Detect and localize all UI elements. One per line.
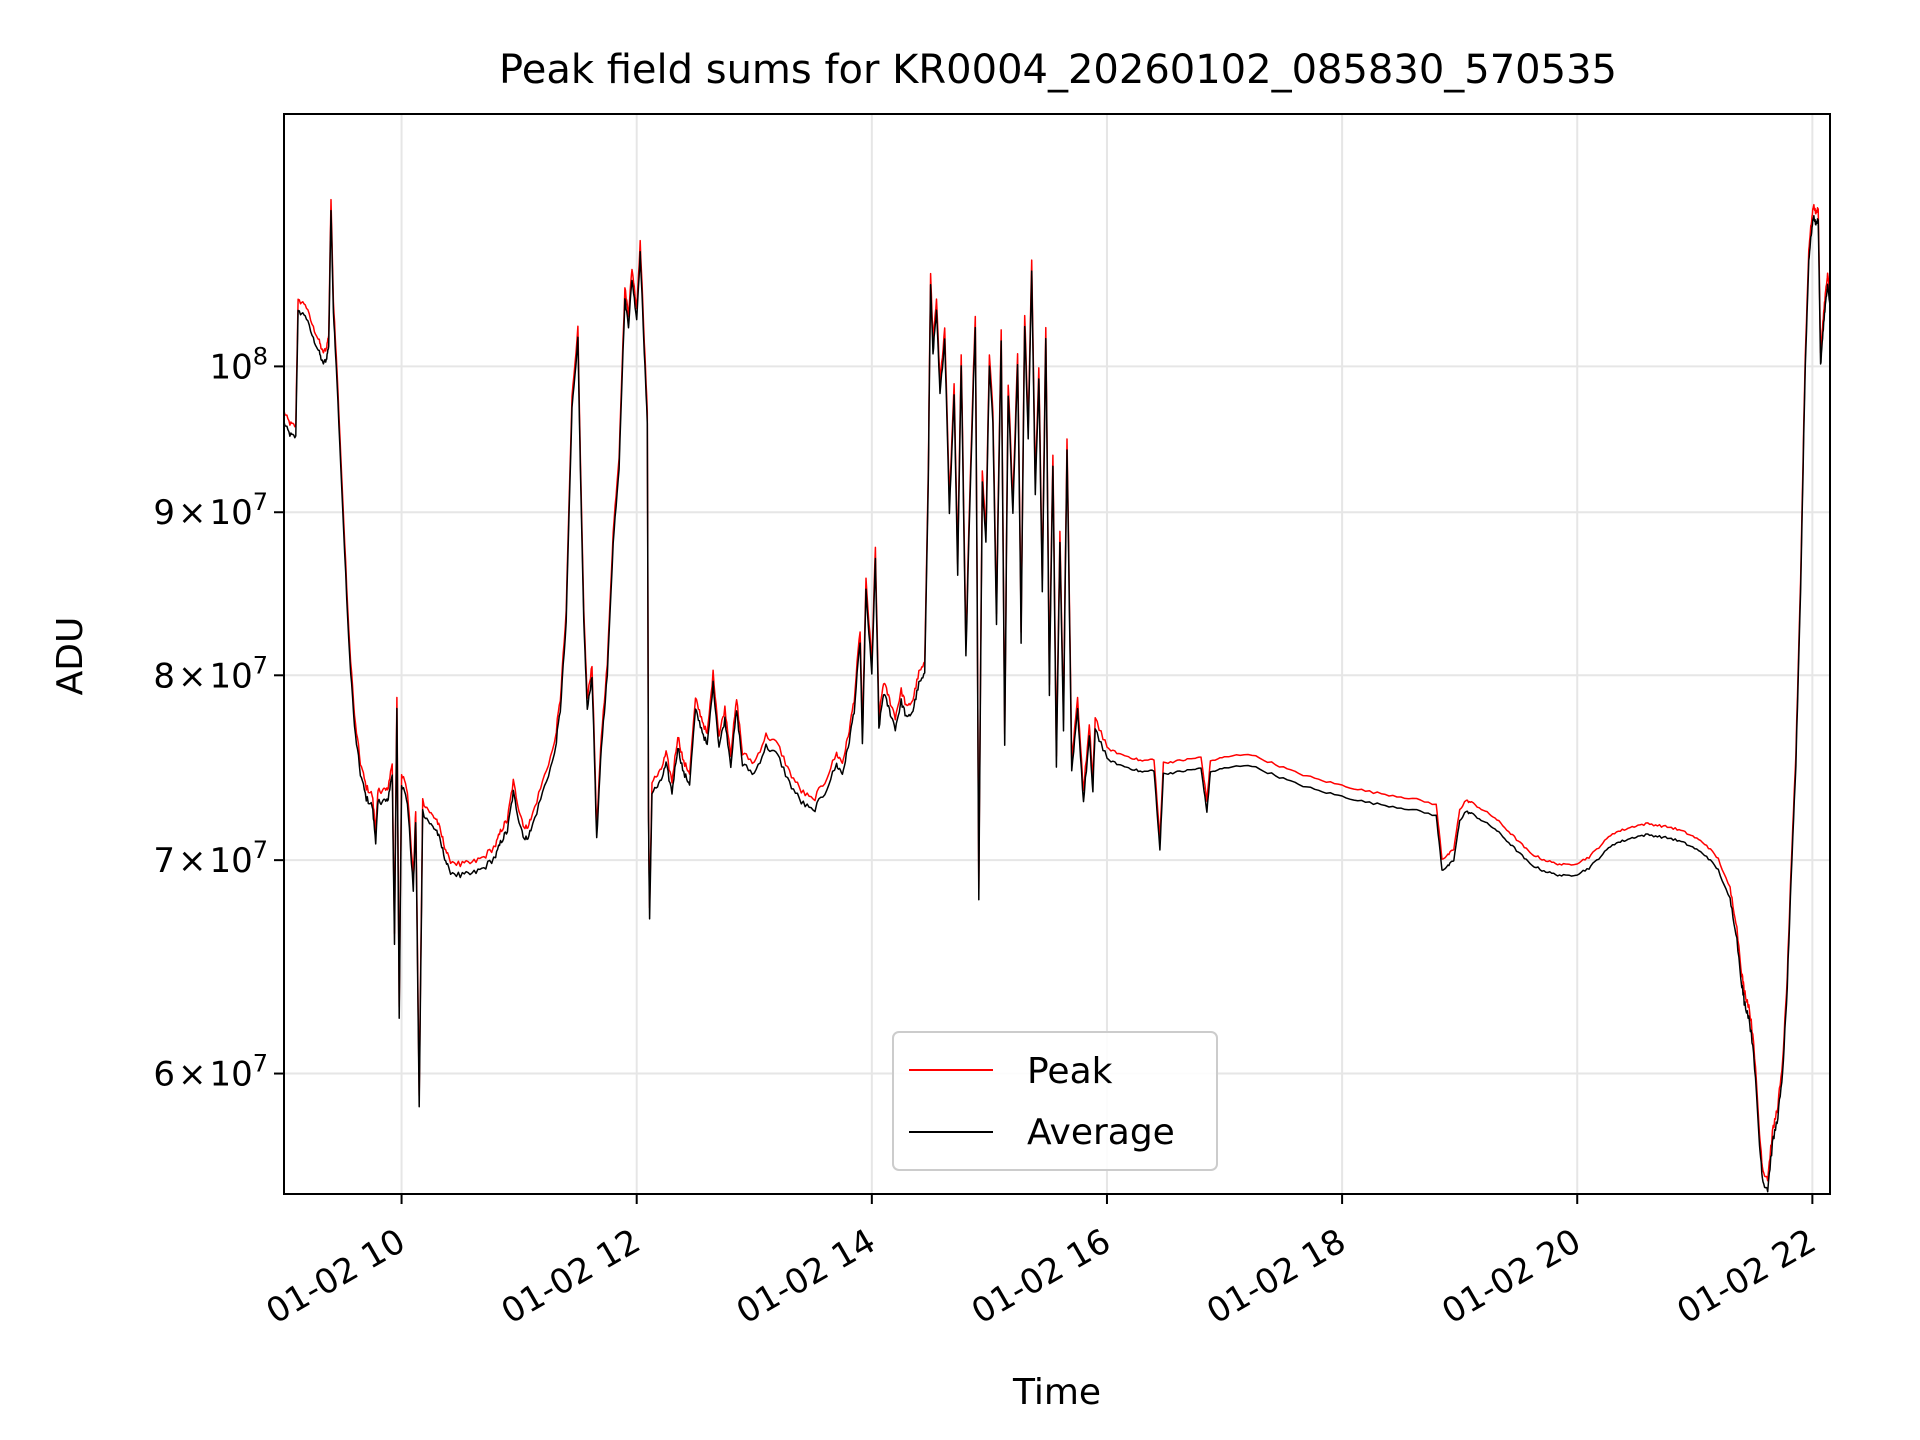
x-axis-label: Time	[1012, 1372, 1101, 1413]
y-tick-label: 7×107	[153, 836, 268, 881]
legend-label-peak: Peak	[1027, 1051, 1113, 1092]
y-axis-label: ADU	[50, 617, 91, 696]
y-tick-label: 9×107	[153, 488, 268, 533]
y-tick-label: 108	[209, 342, 268, 387]
legend: Peak Average	[892, 1031, 1218, 1171]
legend-box	[892, 1031, 1218, 1171]
chart-title: Peak field sums for KR0004_20260102_0858…	[499, 47, 1617, 93]
series-line-average	[283, 209, 1831, 1193]
plot-area	[283, 198, 1831, 1193]
legend-label-average: Average	[1027, 1112, 1175, 1153]
y-tick-label: 6×107	[153, 1050, 268, 1095]
axes-frame	[283, 113, 1831, 1195]
y-tick-label: 8×107	[153, 651, 268, 696]
gridlines	[284, 114, 1830, 1194]
